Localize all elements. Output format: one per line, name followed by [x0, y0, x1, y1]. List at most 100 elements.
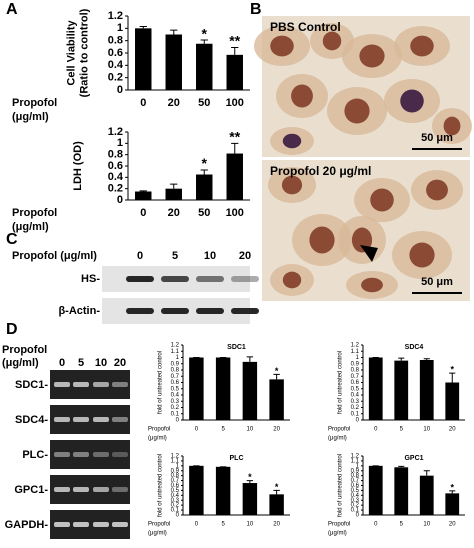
x-tick-label: 20 — [449, 427, 456, 433]
lane-label: 5 — [172, 250, 178, 262]
band — [93, 487, 109, 492]
x-tick-label: 10 — [247, 522, 254, 528]
significance-mark: * — [450, 365, 454, 375]
bar-chart: 00.20.40.60.811.20 20*50**100Propofol(μg/… — [12, 8, 250, 123]
bar — [368, 465, 383, 515]
y-tick-label: 0 — [117, 84, 123, 96]
band — [112, 522, 128, 527]
band — [112, 382, 128, 387]
treatment-label: Propofol — [2, 344, 47, 356]
micrograph: Propofol 20 μg/ml 50 μm — [262, 160, 470, 301]
band — [126, 276, 154, 282]
band — [54, 452, 70, 457]
x-tick-label: 5 — [400, 522, 404, 528]
error-bar — [423, 470, 430, 476]
bar — [189, 357, 204, 420]
x-axis-label: (μg/ml) — [328, 436, 347, 442]
bar — [226, 153, 243, 200]
bar-chart: 00.10.20.30.40.50.60.70.80.911.11.20 5*10… — [148, 454, 290, 537]
x-tick-label: 0 — [140, 207, 146, 219]
y-tick-label: 0.4 — [108, 59, 124, 71]
band — [54, 487, 70, 492]
row-label: β-Actin- — [58, 305, 100, 317]
bar — [196, 174, 213, 200]
bar — [368, 357, 383, 420]
error-bar — [398, 465, 405, 468]
y-tick-label: 1.1 — [351, 458, 360, 464]
y-tick-label: 0.8 — [171, 368, 180, 374]
y-tick-label: 0.1 — [171, 411, 180, 417]
y-tick-label: 0.4 — [351, 493, 360, 499]
error-bar — [449, 490, 456, 494]
y-axis-label: fold of untreated control — [338, 351, 344, 414]
x-axis-label: Propofol — [12, 207, 57, 219]
y-tick-label: 0.5 — [171, 488, 180, 494]
y-tick-label: 1.2 — [108, 126, 123, 138]
arrowhead — [360, 245, 378, 262]
y-tick-label: 0.4 — [351, 393, 360, 399]
band — [161, 308, 189, 314]
y-tick-label: 0.8 — [171, 473, 180, 479]
y-tick-label: 0 — [356, 513, 360, 519]
micrograph-label: PBS Control — [270, 20, 341, 34]
x-tick-label: 5 — [400, 427, 404, 433]
band — [93, 382, 109, 387]
band — [93, 452, 109, 457]
x-tick-label: 10 — [423, 522, 430, 528]
charts: 00.20.40.60.811.20 20*50**100Propofol(μg/… — [12, 8, 465, 537]
lane-label: 20 — [239, 250, 251, 262]
bar-chart: 00.10.20.30.40.50.60.70.80.911.11.20 5 10*… — [148, 343, 290, 442]
x-tick-label: 5 — [221, 427, 225, 433]
bar — [135, 191, 152, 200]
lane-label: 20 — [114, 357, 126, 369]
band — [73, 382, 89, 387]
error-bar — [398, 357, 405, 361]
y-axis-label: fold of untreated control — [158, 351, 164, 414]
band — [231, 308, 259, 314]
band — [54, 417, 70, 422]
x-tick-label: 5 — [221, 522, 225, 528]
panel-label: B — [250, 1, 262, 18]
significance-mark: * — [202, 25, 208, 41]
treatment-label: (μg/ml) — [2, 357, 39, 369]
band — [54, 522, 70, 527]
bar-chart: 00.10.20.30.40.50.60.70.80.911.11.20 5 10*… — [328, 454, 465, 537]
bar — [165, 188, 182, 200]
y-tick-label: 0 — [117, 194, 123, 206]
row-label: HS- — [81, 273, 100, 285]
y-tick-label: 0.6 — [108, 47, 123, 59]
y-tick-label: 1.1 — [171, 349, 180, 355]
band — [112, 487, 128, 492]
y-tick-label: 0.6 — [351, 380, 360, 386]
y-tick-label: 0.3 — [171, 399, 180, 405]
nucleus — [400, 89, 424, 113]
y-tick-label: 0.6 — [108, 160, 123, 172]
y-tick-label: 0.8 — [351, 473, 360, 479]
y-tick-label: 0.1 — [351, 508, 360, 514]
x-tick-label: 10 — [247, 427, 254, 433]
y-tick-label: 1 — [117, 22, 123, 34]
error-bar — [273, 373, 280, 380]
x-tick-label: 100 — [226, 97, 244, 109]
x-axis-label: Propofol — [148, 427, 170, 433]
row-label: GPC1- — [14, 484, 48, 496]
y-axis-label: Cell Viability — [65, 20, 77, 86]
x-tick-label: 20 — [449, 522, 456, 528]
x-axis-label: Propofol — [328, 522, 350, 528]
y-tick-label: 0.9 — [171, 361, 180, 367]
band — [73, 417, 89, 422]
y-tick-label: 0.8 — [351, 368, 360, 374]
band — [112, 452, 128, 457]
error-bar — [273, 489, 280, 495]
nucleus — [282, 271, 302, 289]
error-bar — [200, 39, 208, 44]
bar — [226, 54, 243, 90]
chart-title: PLC — [230, 455, 244, 462]
x-tick-label: 0 — [140, 97, 146, 109]
y-tick-label: 0.1 — [351, 411, 360, 417]
x-axis-label: (μg/ml) — [148, 436, 167, 442]
error-bar — [231, 142, 239, 154]
micrograph: PBS Control 50 μm — [254, 16, 472, 157]
bar — [165, 34, 182, 90]
row-label: SDC4- — [15, 414, 48, 426]
